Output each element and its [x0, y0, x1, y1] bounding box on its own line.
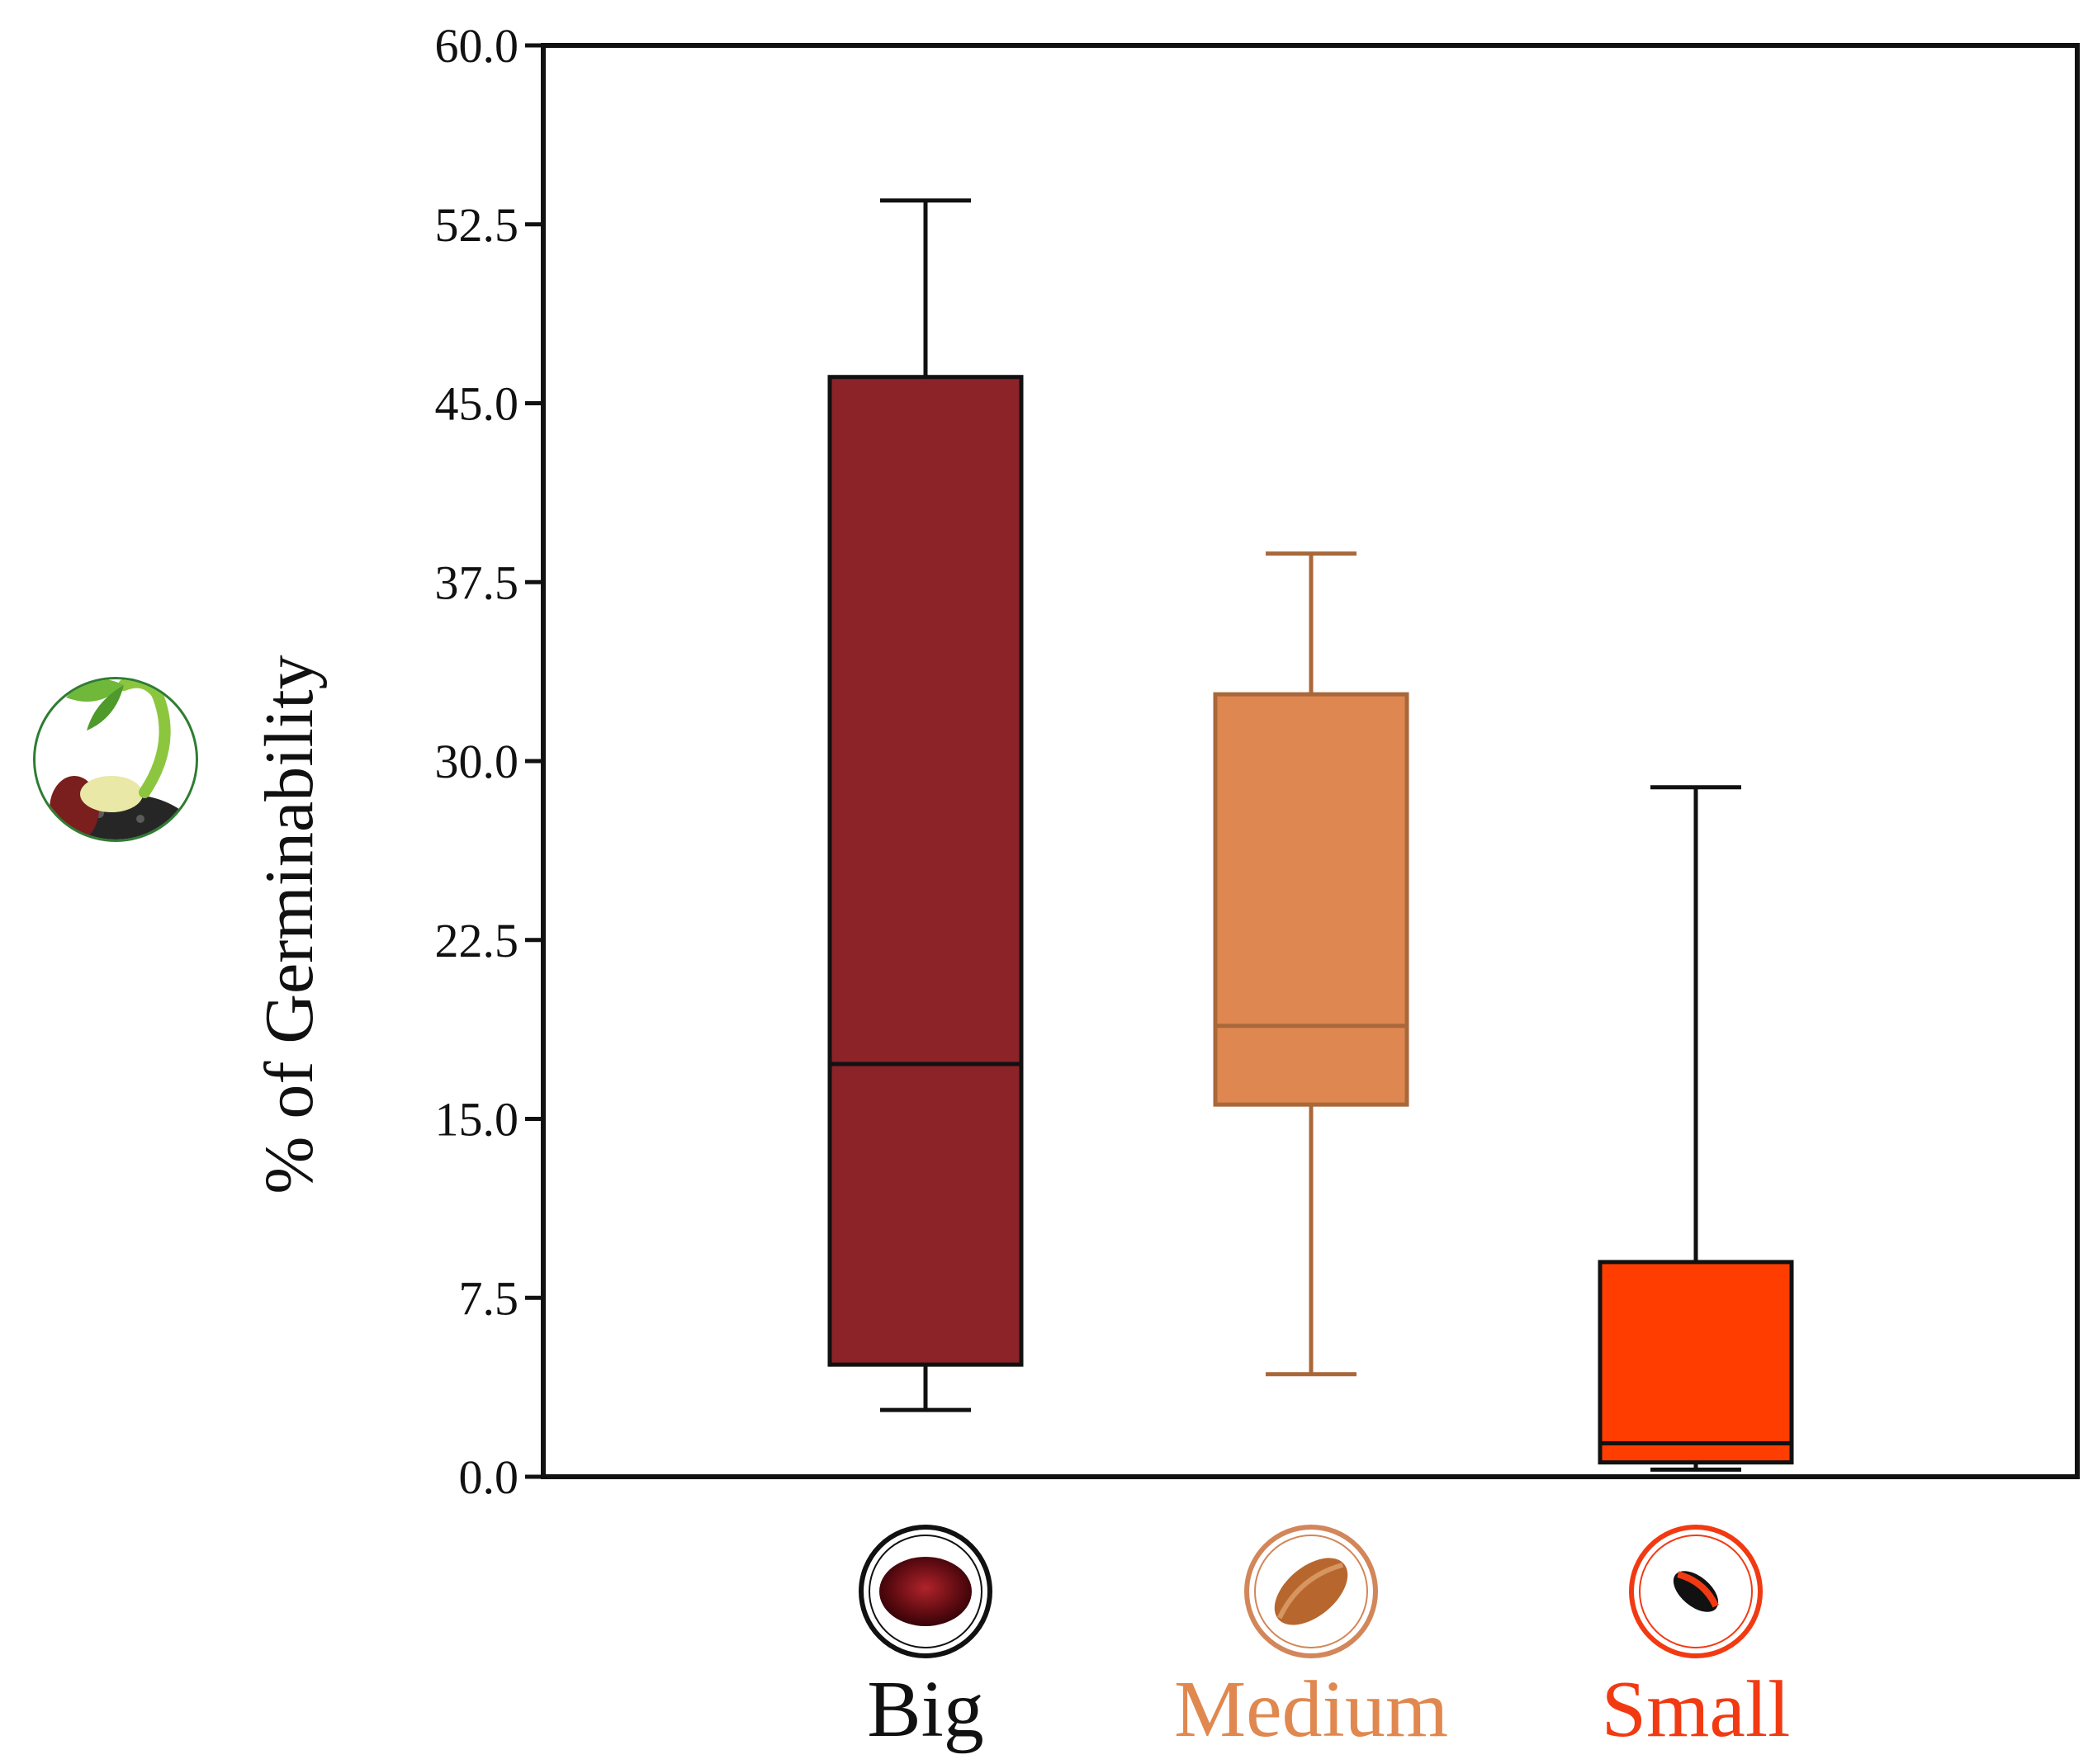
medium-seed-icon: [1244, 1525, 1378, 1658]
y-tick-label-0: 0.0: [459, 1450, 519, 1504]
x-axis-category-labels: Big Medium Small: [867, 1665, 1790, 1754]
y-tick-label-2: 15.0: [435, 1093, 519, 1147]
big-seed-icon: [859, 1525, 992, 1658]
category-label-big: Big: [867, 1665, 984, 1754]
y-tick-label-3: 22.5: [435, 914, 519, 967]
category-label-medium: Medium: [1174, 1665, 1448, 1754]
box-medium: [1213, 551, 1409, 1377]
y-axis-title: % of Germinability: [251, 655, 328, 1194]
y-tick-label-6: 45.0: [435, 377, 519, 431]
box-small: [1598, 785, 1794, 1472]
seedling-icon: [33, 677, 198, 842]
iqr-box-big: [827, 375, 1024, 1367]
y-tick-label-8: 60.0: [435, 19, 519, 73]
y-tick-label-5: 37.5: [435, 556, 519, 609]
y-axis-ticks: 0.0 7.5 15.0 22.5 30.0 37.5 45.0 52.5 60.0: [435, 19, 543, 1504]
y-tick-label-7: 52.5: [435, 198, 519, 252]
box-big: [827, 198, 1024, 1412]
y-tick-label-1: 7.5: [459, 1271, 519, 1325]
plot-frame: [541, 43, 2080, 1479]
iqr-box-small: [1598, 1260, 1794, 1465]
small-seed-icon: [1629, 1525, 1763, 1658]
box-series: [827, 198, 1794, 1472]
category-label-small: Small: [1602, 1665, 1791, 1754]
y-tick-label-4: 30.0: [435, 735, 519, 788]
iqr-box-medium: [1213, 692, 1409, 1107]
